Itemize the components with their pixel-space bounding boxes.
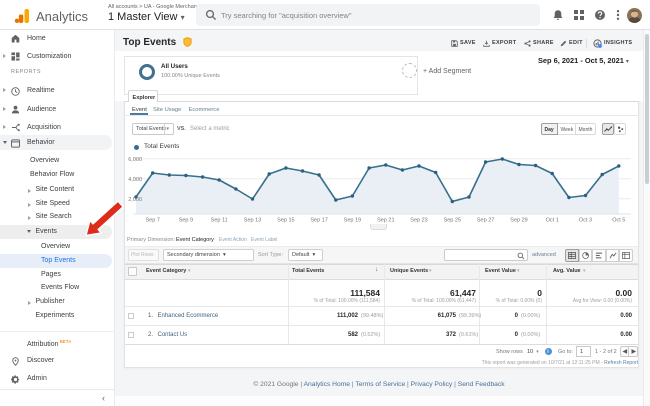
svg-text:Sep 29: Sep 29 [510,218,527,224]
svg-text:Sep 25: Sep 25 [444,218,461,224]
svg-text:Sep 13: Sep 13 [244,218,261,224]
svg-text:Oct 5: Oct 5 [612,218,625,224]
svg-text:Oct 3: Oct 3 [579,218,592,224]
svg-text:2,000: 2,000 [128,197,142,203]
svg-text:Sep 9: Sep 9 [179,218,193,224]
svg-text:6,000: 6,000 [128,157,142,163]
svg-text:Oct 1: Oct 1 [546,218,559,224]
svg-text:Sep 27: Sep 27 [477,218,494,224]
svg-text:Sep 21: Sep 21 [377,218,394,224]
svg-text:Sep 11: Sep 11 [211,218,228,224]
svg-text:Sep 23: Sep 23 [410,218,427,224]
svg-text:4,000: 4,000 [128,177,142,183]
svg-text:Sep 15: Sep 15 [277,218,294,224]
svg-text:Sep 17: Sep 17 [310,218,327,224]
svg-text:Sep 7: Sep 7 [146,218,160,224]
svg-text:Sep 19: Sep 19 [344,218,361,224]
